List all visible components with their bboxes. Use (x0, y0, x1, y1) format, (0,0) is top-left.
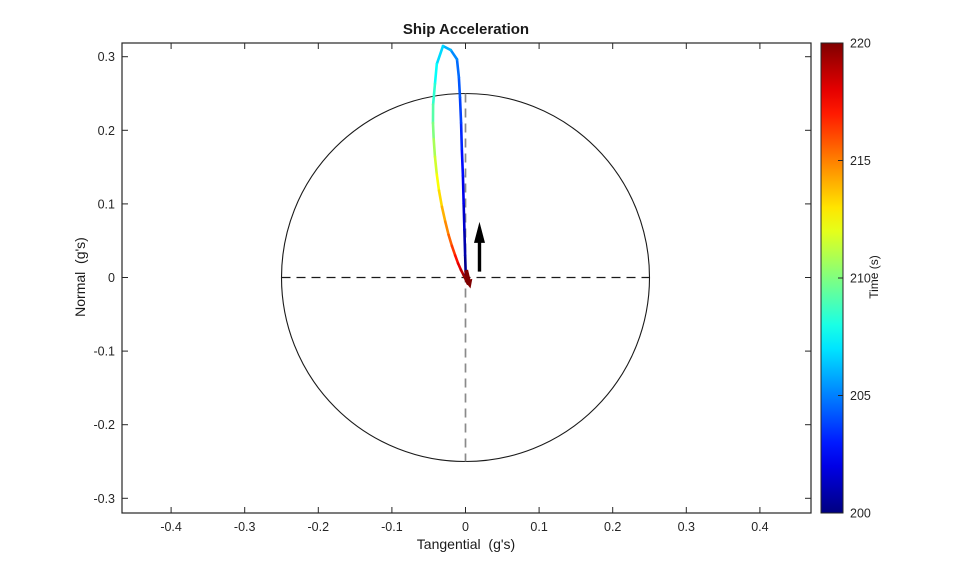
y-tick-label: -0.1 (93, 345, 115, 359)
y-tick-label: -0.2 (93, 418, 115, 432)
colorbar-label: Time (s) (867, 255, 881, 299)
y-tick-label: -0.3 (93, 492, 115, 506)
x-tick-label: 0.1 (530, 520, 547, 534)
x-tick-label: -0.3 (234, 520, 256, 534)
trajectory-line (431, 44, 470, 286)
y-tick-label: 0.2 (98, 124, 115, 138)
colorbar-tick-label: 200 (850, 507, 871, 521)
x-axis-label: Tangential (g's) (416, 536, 516, 552)
colorbar-tick-label: 220 (850, 37, 871, 51)
x-tick-label: -0.1 (381, 520, 403, 534)
direction-arrow (473, 221, 485, 272)
colorbar-tick-label: 210 (850, 272, 871, 286)
colorbar: 200 205 210 215 220 (820, 37, 871, 521)
colorbar-tick-label: 205 (850, 389, 871, 403)
x-tick-label: -0.2 (308, 520, 330, 534)
x-tick-label: 0.4 (751, 520, 768, 534)
x-tick-label: 0.3 (678, 520, 695, 534)
x-tick-label: 0 (462, 520, 469, 534)
y-tick-label: 0.3 (98, 50, 115, 64)
y-tick-label: 0.1 (98, 197, 115, 211)
axes-box: -0.4 -0.3 -0.2 -0.1 0 0.1 0.2 0.3 0.4 -0.3 -0.2 -0.… (93, 42, 812, 534)
chart-title: Ship Acceleration (402, 21, 530, 38)
y-axis-label: Normal (g's) (72, 237, 88, 317)
x-tick-label: -0.4 (160, 520, 182, 534)
end-arrow (464, 269, 473, 289)
y-tick-label: 0 (108, 271, 115, 285)
colorbar-tick-label: 215 (850, 154, 871, 168)
x-tick-label: 0.2 (604, 520, 621, 534)
